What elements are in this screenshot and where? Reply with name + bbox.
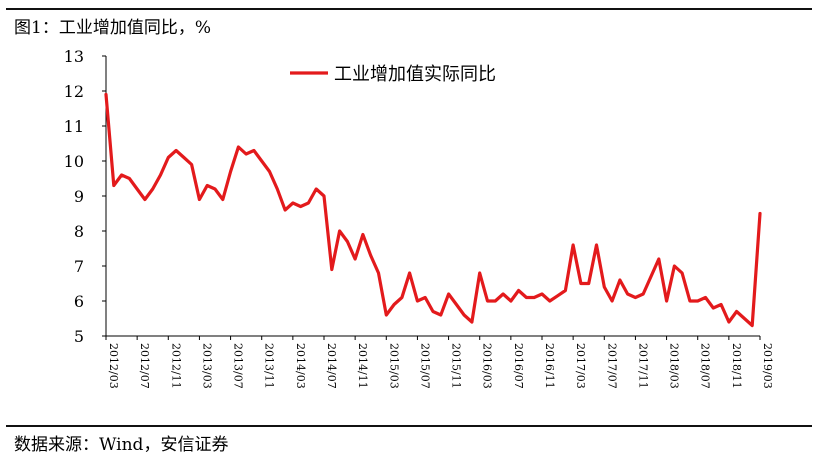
- x-tick-label: 2013/07: [232, 343, 245, 389]
- plot-area: [104, 92, 762, 328]
- y-axis-ticks: 5 6 7 8 9 10 11 12 13: [64, 47, 106, 346]
- x-tick-label: 2017/03: [574, 343, 587, 389]
- x-tick-label: 2014/07: [325, 343, 338, 389]
- y-tick-label: 5: [74, 327, 84, 346]
- x-tick-label: 2016/07: [512, 343, 525, 389]
- bottom-rule: [6, 425, 812, 427]
- x-tick-label: 2017/07: [605, 343, 618, 389]
- y-tick-label: 9: [74, 187, 84, 206]
- x-tick-label: 2018/07: [699, 343, 712, 389]
- chart-axes: [105, 56, 760, 337]
- x-tick-label: 2016/11: [543, 343, 556, 389]
- x-tick-label: 2015/07: [418, 343, 431, 389]
- x-tick-label: 2018/11: [730, 343, 743, 389]
- y-tick-label: 6: [74, 292, 84, 311]
- x-tick-label: 2012/11: [169, 343, 182, 389]
- x-tick-label: 2015/03: [387, 343, 400, 389]
- y-tick-label: 13: [64, 47, 84, 66]
- x-axis-ticks: 2012/03 2012/07 2012/11 2013/03 2013/07 2013/…: [105, 336, 774, 389]
- legend: 工业增加值实际同比: [290, 64, 496, 85]
- figure-title: 图1：工业增加值同比，%: [14, 18, 211, 38]
- y-tick-label: 7: [74, 257, 84, 276]
- x-tick-label: 2013/11: [263, 343, 276, 389]
- x-tick-label: 2018/03: [668, 343, 681, 389]
- source-note: 数据来源：Wind，安信证券: [14, 435, 229, 455]
- x-tick-label: 2019/03: [761, 343, 774, 389]
- legend-label: 工业增加值实际同比: [334, 64, 496, 85]
- x-tick-label: 2012/03: [107, 343, 120, 389]
- top-rule: [6, 8, 812, 10]
- y-tick-label: 10: [64, 152, 84, 171]
- y-tick-label: 11: [64, 117, 84, 136]
- x-tick-label: 2014/11: [356, 343, 369, 389]
- x-tick-label: 2012/07: [138, 343, 151, 389]
- x-tick-label: 2014/03: [294, 343, 307, 389]
- series-line: [104, 92, 762, 328]
- y-tick-label: 8: [74, 222, 84, 241]
- x-tick-label: 2013/03: [200, 343, 213, 389]
- x-tick-label: 2017/11: [636, 343, 649, 389]
- y-tick-label: 12: [64, 82, 84, 101]
- x-tick-label: 2016/03: [481, 343, 494, 389]
- x-tick-label: 2015/11: [450, 343, 463, 389]
